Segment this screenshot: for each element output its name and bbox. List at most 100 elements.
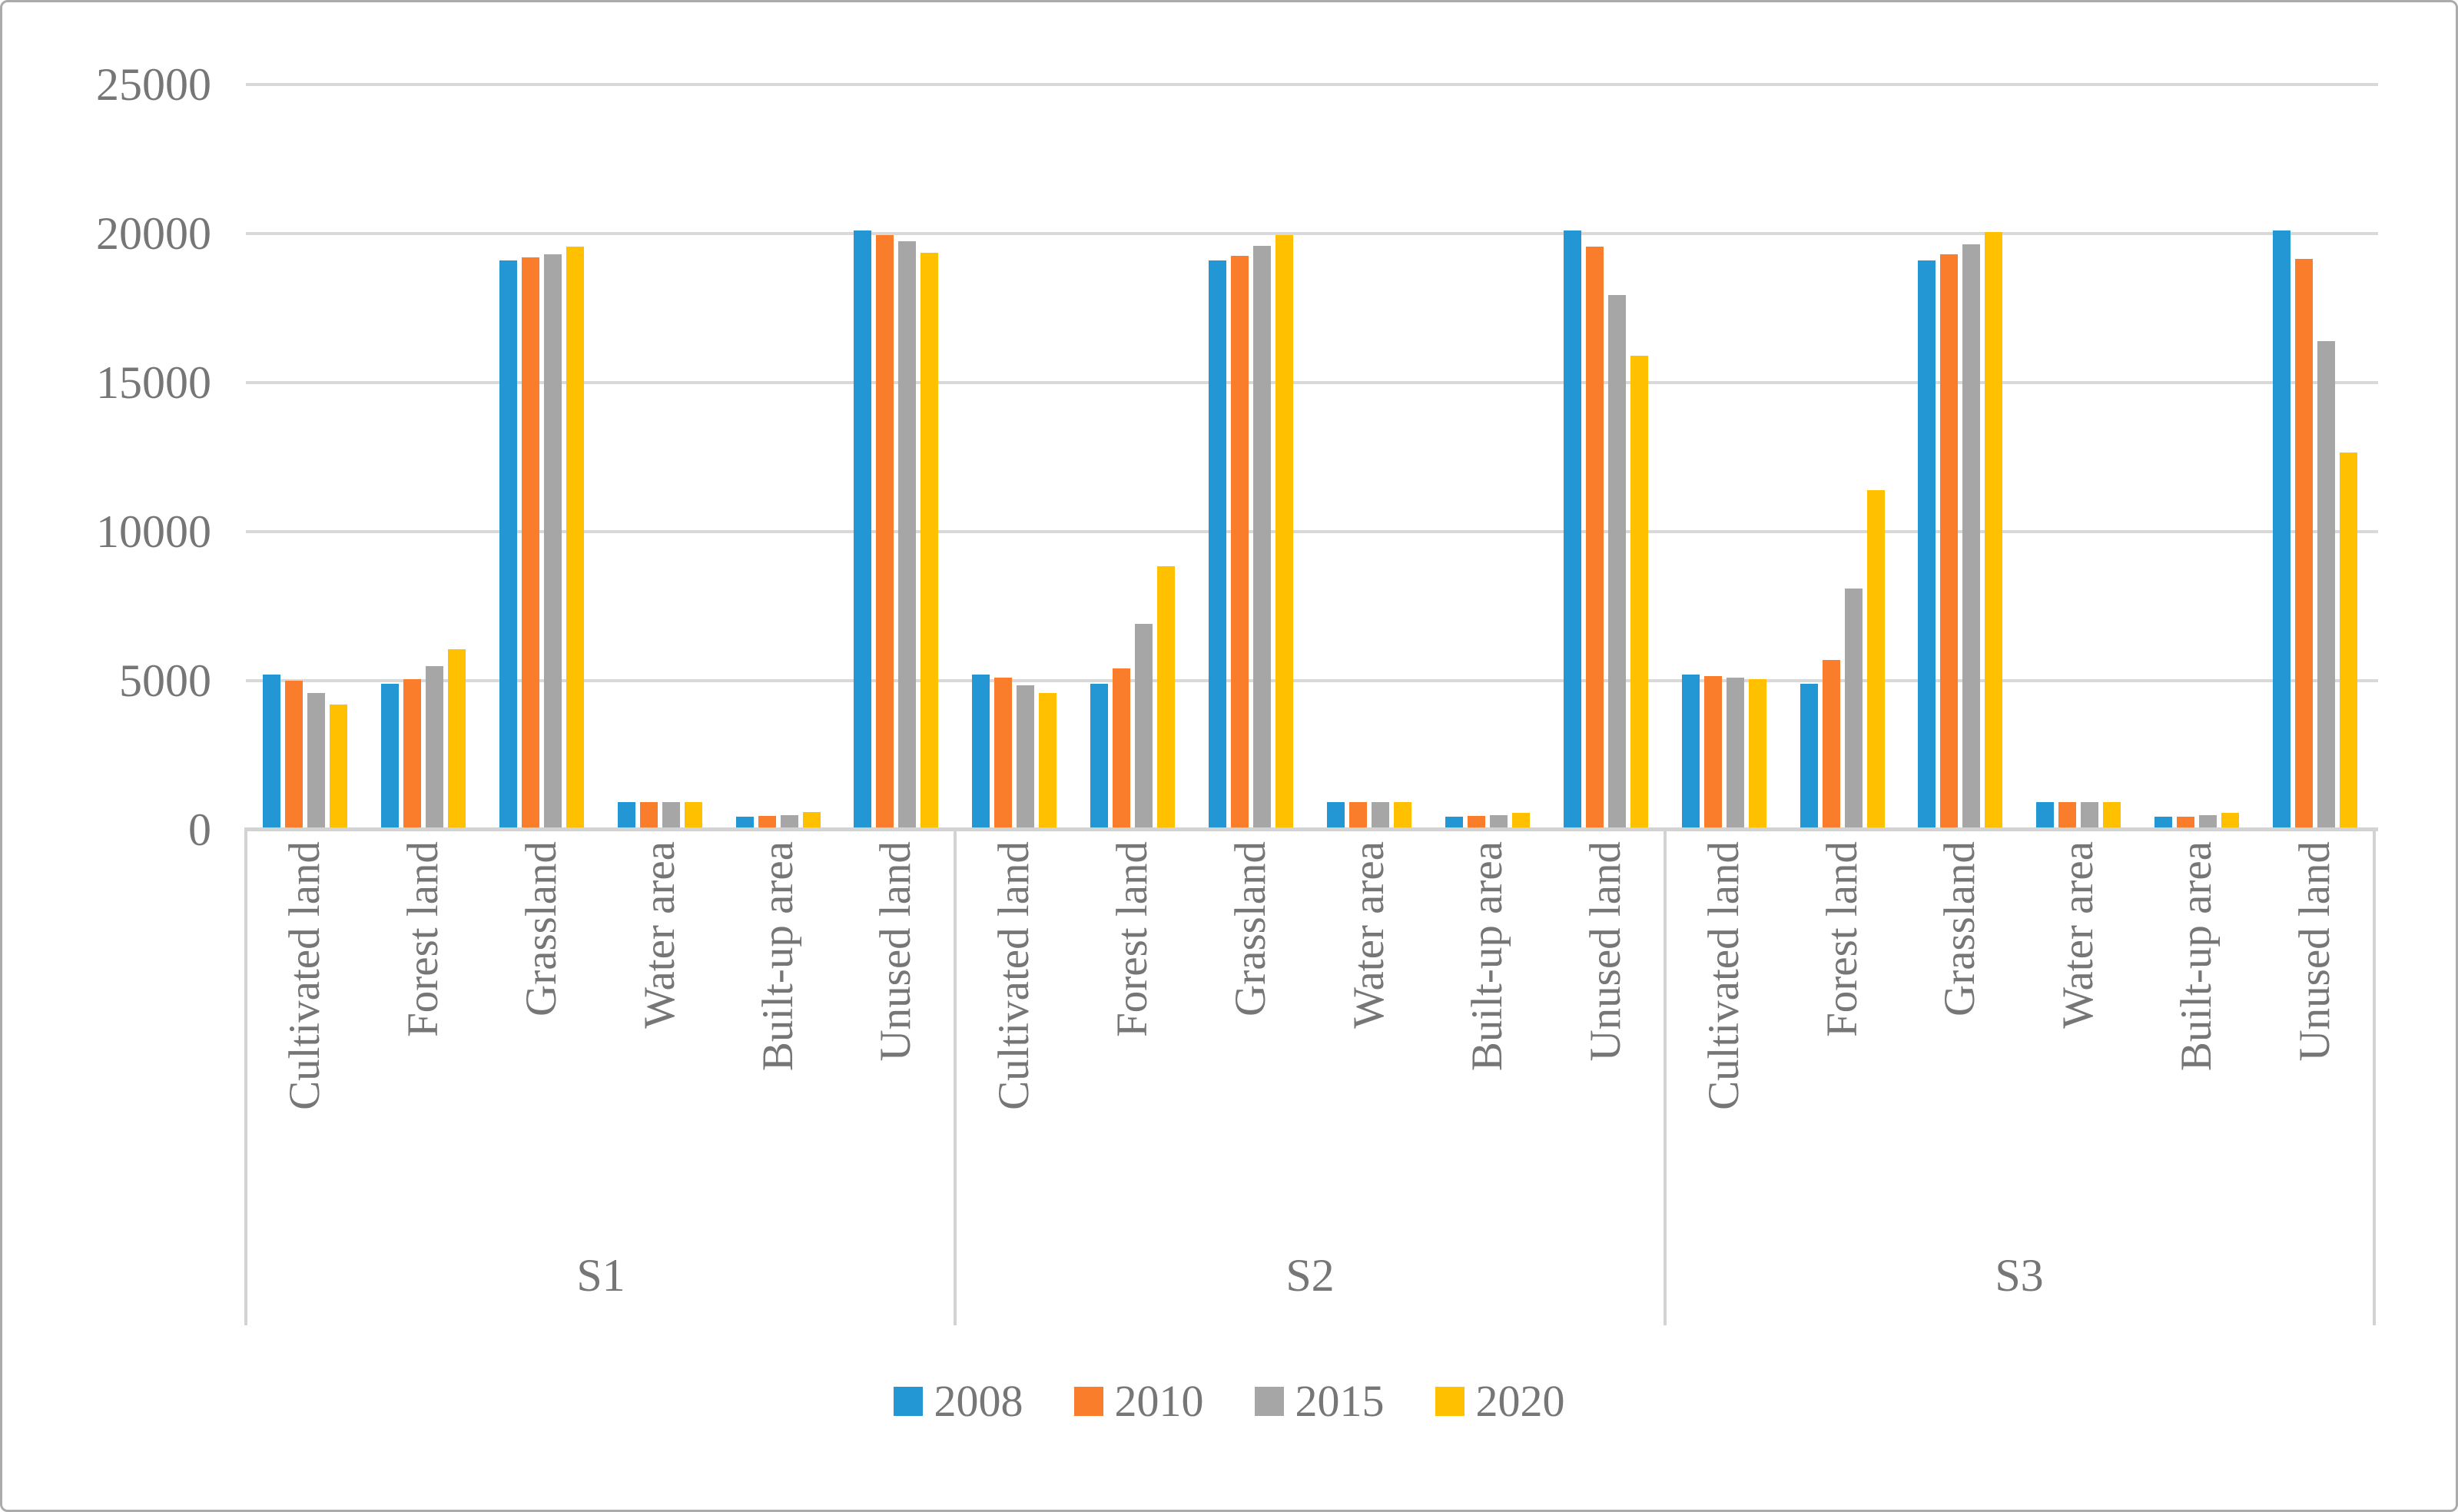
legend-label: 2008 [934, 1376, 1023, 1426]
bar [640, 802, 658, 830]
bar [1090, 684, 1108, 830]
bar [499, 260, 517, 830]
bar [1962, 244, 1980, 830]
gridline [246, 232, 2378, 235]
bar [263, 675, 280, 830]
category-axis-label: Built-up area [2172, 841, 2221, 1072]
bar [1749, 679, 1766, 830]
bar [2036, 802, 2054, 830]
bar [2317, 341, 2335, 830]
legend-label: 2020 [1475, 1376, 1565, 1426]
bar [1630, 356, 1648, 830]
bar [662, 802, 680, 830]
bar [403, 679, 421, 830]
bar [1608, 295, 1626, 830]
gridline [246, 83, 2378, 86]
category-axis-label: Water area [2054, 841, 2102, 1029]
bar [307, 693, 325, 830]
y-axis-tick-label: 5000 [119, 655, 211, 706]
panel-separator-line [1664, 827, 1667, 1325]
category-axis-label: Grassland [517, 841, 566, 1016]
category-axis-label: Cultivated land [1700, 841, 1748, 1110]
y-axis-tick-label: 15000 [96, 357, 211, 408]
gridline [246, 381, 2378, 384]
bar [1394, 802, 1411, 830]
bar [1867, 490, 1885, 830]
bar [1468, 816, 1485, 830]
bar [1275, 235, 1293, 830]
legend-swatch [1435, 1387, 1465, 1416]
bar [2058, 802, 2076, 830]
bar [1490, 815, 1508, 830]
bar [448, 649, 466, 830]
bar [1985, 232, 2002, 830]
bar [898, 241, 916, 830]
category-axis-label: Water area [1345, 841, 1393, 1029]
category-axis-label: Forest land [1818, 841, 1866, 1037]
gridline [246, 679, 2378, 682]
legend-item: 2020 [1435, 1379, 1565, 1424]
panel-separator-line [244, 827, 247, 1325]
bar [285, 681, 303, 830]
bar [2273, 230, 2290, 830]
bar [2103, 802, 2121, 830]
y-axis-tick-label: 20000 [96, 208, 211, 259]
bar [1372, 802, 1389, 830]
panel-label: S3 [1995, 1250, 2044, 1301]
category-axis-label: Forest land [1108, 841, 1156, 1037]
category-axis-label: Unused land [871, 841, 920, 1062]
bar [1800, 684, 1818, 830]
bar [1231, 256, 1249, 830]
bar [544, 254, 562, 830]
bar [1445, 817, 1463, 830]
gridline [246, 530, 2378, 533]
bar [1512, 813, 1530, 830]
bar [2199, 815, 2217, 830]
bar [1157, 566, 1175, 830]
bar [921, 253, 938, 830]
legend: 2008 2010 2015 2020 [2, 1379, 2456, 1424]
legend-item: 2008 [893, 1376, 1023, 1426]
bar [1682, 675, 1700, 830]
bar [1253, 246, 1271, 830]
category-axis-label: Cultivated land [280, 841, 329, 1110]
category-axis-label: Forest land [399, 841, 447, 1037]
bar [1586, 247, 1604, 830]
bar [1823, 660, 1840, 830]
bar [1135, 624, 1153, 830]
bar [381, 684, 399, 830]
category-axis-label: Built-up area [754, 841, 802, 1072]
bar [566, 247, 584, 830]
bar [618, 802, 635, 830]
bar [2340, 453, 2357, 830]
category-axis-label: Unused land [2290, 841, 2339, 1062]
panel-label: S2 [1285, 1250, 1335, 1301]
bar [1349, 802, 1367, 830]
bar [758, 816, 776, 830]
category-axis-label: Unused land [1581, 841, 1630, 1062]
category-axis-label: Built-up area [1463, 841, 1511, 1072]
category-axis-label: Grassland [1226, 841, 1275, 1016]
bar [1113, 668, 1130, 830]
legend-label: 2010 [1114, 1376, 1204, 1426]
legend-swatch [1073, 1387, 1103, 1416]
bar [1017, 685, 1034, 830]
panel-separator-line [2373, 827, 2376, 1325]
bar [2295, 259, 2313, 830]
legend-swatch [1254, 1387, 1284, 1416]
bar [426, 666, 443, 830]
x-axis-line [246, 827, 2378, 831]
bar [1845, 589, 1863, 830]
bar [330, 705, 347, 830]
panel-separator-line [954, 827, 957, 1325]
bar [854, 230, 871, 830]
category-axis-label: Grassland [1936, 841, 1984, 1016]
bar [1209, 260, 1226, 830]
panel-label: S1 [576, 1250, 625, 1301]
bar [994, 678, 1012, 830]
bar [781, 815, 798, 830]
bar [972, 675, 990, 830]
y-axis-tick-label: 10000 [96, 506, 211, 557]
bar [803, 812, 821, 830]
